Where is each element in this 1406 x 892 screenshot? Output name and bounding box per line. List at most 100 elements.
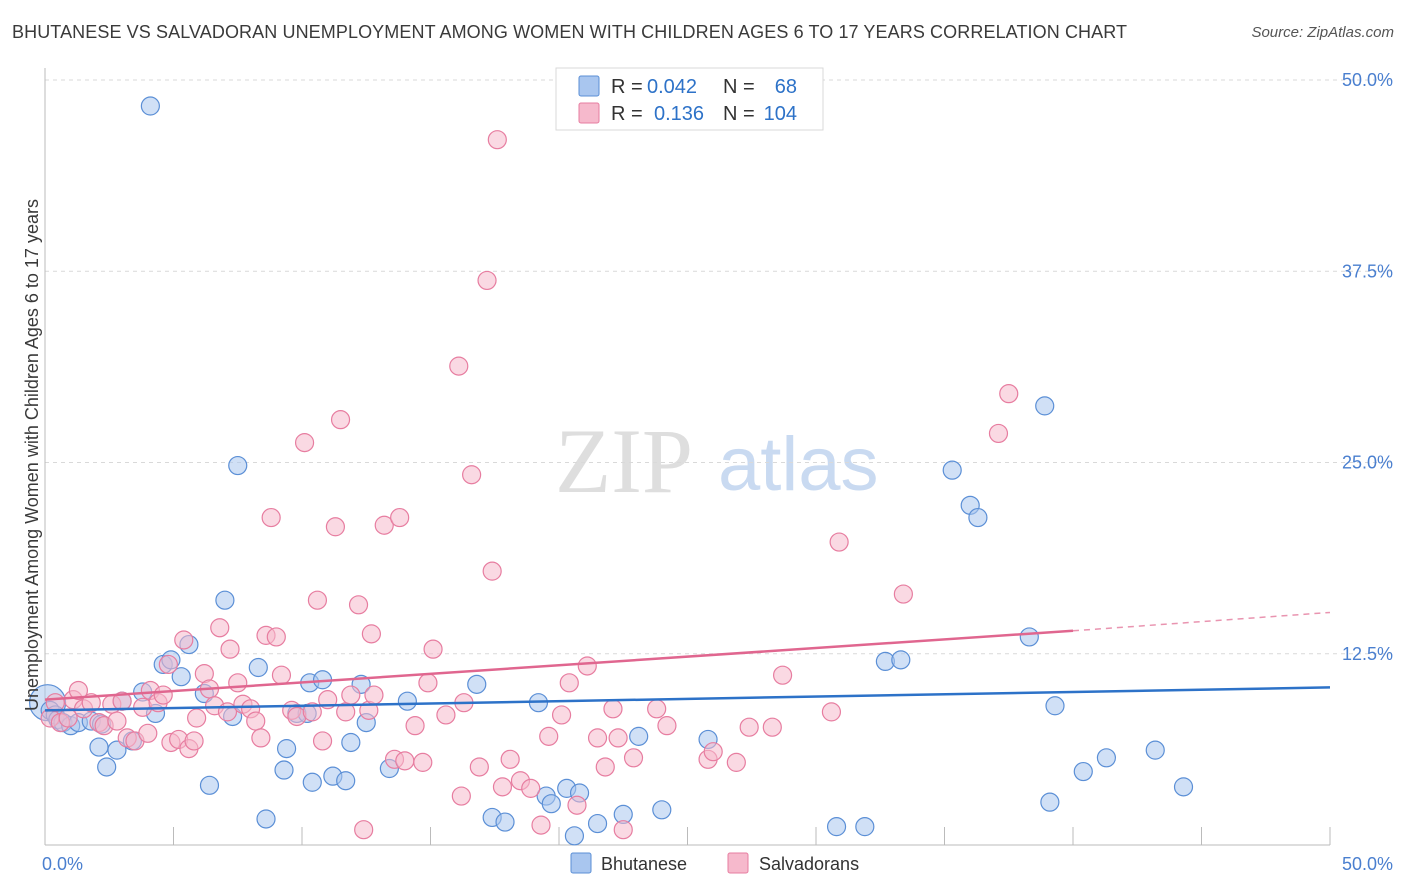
salvadoran-point [451, 786, 471, 806]
bhutanese-swatch [570, 852, 592, 874]
salvadoran-point [418, 673, 438, 693]
bhutanese-r-label: R = [611, 76, 643, 98]
salvadoran-point [158, 654, 178, 675]
salvadoran-point [348, 595, 369, 615]
bhutanese-point [302, 772, 322, 792]
salvadoran-point [762, 717, 782, 737]
salvadoran-point [487, 130, 507, 150]
salvadoran-point [312, 731, 333, 751]
salvadoran-point [657, 716, 677, 736]
bhutanese-r-value: 0.042 [647, 76, 697, 98]
bhutanese-point [564, 826, 585, 846]
source-label: Source: ZipAtlas.com [1251, 24, 1394, 41]
bhutanese-point [1173, 777, 1194, 797]
salvadoran-point [153, 685, 173, 705]
salvadoran-point [551, 705, 572, 725]
salvadoran-point [81, 693, 101, 713]
bhutanese-point [107, 740, 127, 760]
salvadoran-point [271, 665, 292, 685]
x-tick-max: 50.0% [1342, 854, 1393, 874]
y-tick-label: 12.5% [1342, 644, 1393, 664]
salvadoran-swatch [727, 852, 749, 874]
correlation-legend: R = 0.042 N = 68 R = 0.136 N = 104 [555, 67, 824, 131]
salvadoran-point [294, 433, 315, 453]
bhutanese-point [942, 460, 962, 480]
bhutanese-point [215, 590, 235, 610]
salvadoran-point [603, 699, 623, 719]
watermark-zip: ZIP [555, 410, 693, 512]
salvadoran-point [521, 778, 541, 798]
bhutanese-point [1096, 748, 1117, 768]
salvadoran-point [726, 752, 746, 772]
salvadoran-legend-label: Salvadorans [759, 854, 859, 874]
salvadoran-point [587, 728, 608, 748]
salvadoran-point [341, 685, 361, 705]
salvadoran-point [829, 532, 849, 552]
salvadoran-point [413, 752, 433, 772]
bhutanese-point [274, 760, 294, 780]
salvadoran-point [423, 639, 443, 659]
salvadoran-point [469, 757, 489, 777]
salvadoran-point [500, 749, 520, 769]
salvadoran-point [228, 673, 248, 693]
salvadoran-point [107, 711, 127, 731]
bhutanese-point [397, 691, 417, 711]
y-tick-label: 25.0% [1342, 453, 1393, 473]
salvadoran-point [772, 665, 793, 685]
bhutanese-legend-swatch [578, 75, 600, 97]
bhutanese-trend-line [44, 686, 1331, 712]
salvadoran-point [405, 716, 425, 736]
bhutanese-n-value: 68 [775, 76, 797, 98]
salvadoran-point [187, 708, 207, 728]
bhutanese-point [341, 732, 361, 753]
salvadoran-point [623, 748, 644, 768]
salvadoran-trend-line [44, 629, 1074, 701]
salvadoran-point [266, 627, 286, 647]
salvadoran-point [482, 561, 502, 581]
bhutanese-point [1045, 696, 1065, 716]
bhutanese-point [228, 455, 248, 476]
salvadoran-point [739, 717, 759, 737]
y-tick-label: 37.5% [1342, 261, 1393, 281]
salvadoran-point [449, 356, 469, 376]
chart-title: BHUTANESE VS SALVADORAN UNEMPLOYMENT AMO… [12, 22, 1128, 42]
salvadoran-point [821, 702, 842, 722]
y-axis-label: Unemployment Among Women with Children A… [22, 199, 42, 711]
salvadoran-r-label: R = [611, 103, 643, 125]
trend-lines [44, 611, 1331, 712]
salvadoran-point [647, 699, 667, 719]
salvadoran-point [567, 795, 587, 815]
bhutanese-point [1145, 740, 1165, 760]
bhutanese-point [467, 674, 487, 694]
bhutanese-point [968, 507, 988, 528]
salvadoran-point [531, 815, 551, 835]
bhutanese-point [199, 775, 220, 795]
bhutanese-point [140, 96, 160, 116]
bhutanese-point [256, 809, 276, 829]
salvadoran-point [174, 630, 194, 650]
bhutanese-point [1019, 627, 1039, 647]
salvadoran-points [40, 130, 1019, 840]
salvadoran-point [330, 410, 351, 430]
salvadoran-point [251, 728, 271, 748]
salvadoran-point [307, 590, 328, 610]
salvadoran-point [436, 705, 456, 725]
bhutanese-point [1040, 792, 1060, 812]
salvadoran-trend-extension [1072, 611, 1331, 632]
salvadoran-point [577, 656, 597, 676]
salvadoran-point [395, 751, 415, 771]
bhutanese-point [629, 726, 649, 746]
salvadoran-point [703, 742, 723, 762]
salvadoran-point [184, 731, 204, 751]
watermark-atlas: atlas [718, 422, 879, 507]
salvadoran-point [246, 711, 266, 731]
salvadoran-point [374, 515, 394, 535]
salvadoran-point [608, 728, 628, 748]
salvadoran-point [613, 820, 633, 840]
salvadoran-point [893, 584, 913, 604]
salvadoran-legend-swatch [578, 102, 600, 124]
salvadoran-r-value: 0.136 [654, 103, 704, 125]
salvadoran-point [361, 624, 381, 644]
bhutanese-legend-label: Bhutanese [601, 854, 687, 874]
salvadoran-n-label: N = [723, 103, 755, 125]
